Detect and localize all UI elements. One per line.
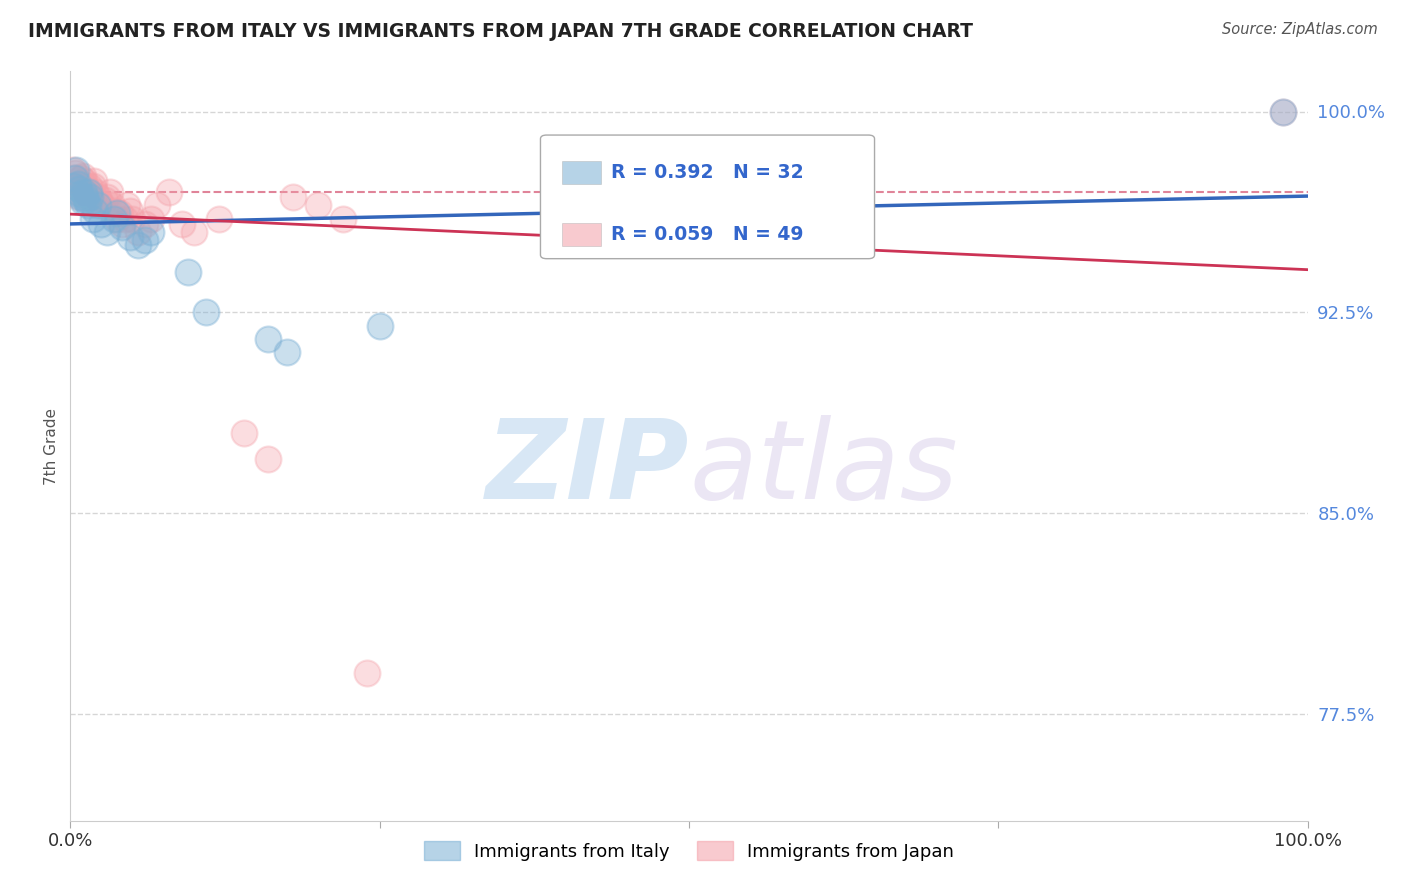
Point: [72, 195, 94, 210]
Point: [82, 179, 104, 194]
Point: [104, 203, 127, 218]
Point: [257, 332, 280, 346]
Point: [157, 185, 180, 199]
Point: [139, 225, 162, 239]
Point: [1271, 104, 1294, 119]
Point: [67, 190, 90, 204]
Point: [80, 190, 103, 204]
Point: [118, 203, 141, 218]
Point: [108, 206, 131, 220]
Point: [73, 185, 96, 199]
Text: atlas: atlas: [689, 415, 957, 522]
Point: [96, 190, 118, 204]
Point: [195, 305, 218, 319]
Point: [84, 185, 107, 199]
Point: [69, 177, 91, 191]
Point: [232, 425, 254, 440]
Legend: Immigrants from Italy, Immigrants from Japan: Immigrants from Italy, Immigrants from J…: [416, 834, 962, 868]
Point: [75, 193, 97, 207]
Point: [139, 211, 162, 226]
Point: [121, 211, 143, 226]
Point: [127, 225, 149, 239]
Point: [90, 217, 112, 231]
FancyBboxPatch shape: [561, 161, 602, 184]
Point: [63, 171, 86, 186]
Point: [111, 217, 134, 231]
Text: IMMIGRANTS FROM ITALY VS IMMIGRANTS FROM JAPAN 7TH GRADE CORRELATION CHART: IMMIGRANTS FROM ITALY VS IMMIGRANTS FROM…: [28, 22, 973, 41]
Point: [96, 225, 118, 239]
Point: [91, 198, 114, 212]
Point: [101, 198, 124, 212]
Text: ZIP: ZIP: [485, 415, 689, 522]
Point: [75, 185, 97, 199]
Point: [105, 211, 128, 226]
Point: [62, 163, 84, 178]
Point: [77, 179, 100, 194]
Point: [1271, 104, 1294, 119]
Point: [356, 666, 378, 681]
Point: [89, 195, 111, 210]
Point: [72, 169, 94, 183]
FancyBboxPatch shape: [561, 224, 602, 246]
Point: [127, 238, 149, 252]
Point: [65, 171, 87, 186]
Point: [69, 187, 91, 202]
Point: [368, 318, 391, 333]
Point: [63, 179, 86, 194]
Point: [77, 185, 100, 199]
Point: [76, 190, 98, 204]
Point: [307, 198, 329, 212]
Point: [79, 190, 101, 204]
Point: [281, 190, 304, 204]
Point: [118, 230, 141, 244]
Point: [276, 345, 298, 359]
Point: [82, 211, 104, 226]
Point: [177, 265, 200, 279]
Point: [332, 211, 354, 226]
Y-axis label: 7th Grade: 7th Grade: [44, 408, 59, 484]
Point: [134, 233, 156, 247]
Point: [170, 217, 193, 231]
Point: [66, 185, 89, 199]
Point: [146, 198, 169, 212]
Point: [83, 174, 105, 188]
Point: [98, 185, 121, 199]
Point: [208, 211, 231, 226]
Text: R = 0.392   N = 32: R = 0.392 N = 32: [612, 163, 804, 182]
Point: [105, 206, 128, 220]
Point: [103, 211, 125, 226]
Point: [67, 182, 90, 196]
Point: [70, 190, 93, 204]
Point: [65, 166, 87, 180]
Point: [75, 179, 97, 194]
Point: [86, 190, 108, 204]
Point: [111, 219, 134, 234]
Point: [66, 177, 89, 191]
FancyBboxPatch shape: [540, 135, 875, 259]
Point: [73, 174, 96, 188]
Point: [65, 179, 87, 194]
Point: [75, 190, 97, 204]
Text: R = 0.059   N = 49: R = 0.059 N = 49: [612, 225, 803, 244]
Point: [65, 163, 87, 178]
Point: [257, 452, 280, 467]
Point: [134, 217, 156, 231]
Point: [115, 198, 138, 212]
Point: [76, 198, 98, 212]
Point: [79, 185, 101, 199]
Point: [94, 193, 117, 207]
Point: [183, 225, 205, 239]
Point: [86, 198, 108, 212]
Text: Source: ZipAtlas.com: Source: ZipAtlas.com: [1222, 22, 1378, 37]
Point: [70, 171, 93, 186]
Point: [114, 211, 136, 226]
Point: [84, 203, 107, 218]
